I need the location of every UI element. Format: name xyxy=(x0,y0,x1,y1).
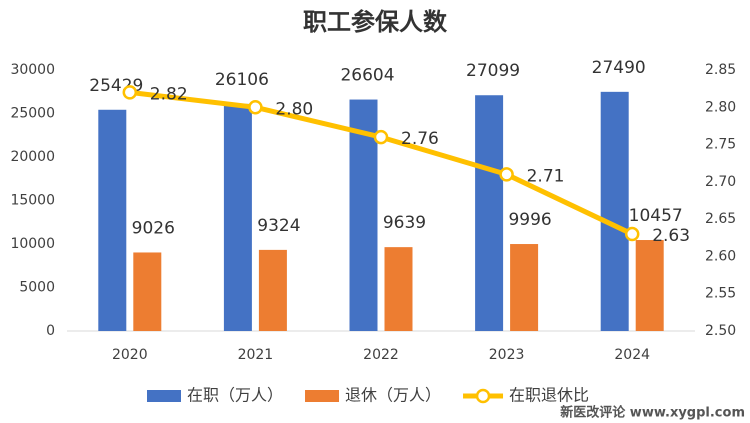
bar xyxy=(133,252,162,331)
bar-value-label: 9639 xyxy=(383,213,426,233)
y2-tick-label: 2.85 xyxy=(705,62,736,78)
bar xyxy=(98,109,127,331)
x-tick-label: 2020 xyxy=(112,347,148,363)
legend-swatch xyxy=(147,390,181,402)
bar-value-label: 26106 xyxy=(215,70,269,90)
bar xyxy=(223,103,252,331)
bar xyxy=(349,99,378,331)
y-tick-label: 25000 xyxy=(10,106,55,122)
chart-title: 职工参保人数 xyxy=(303,8,448,36)
bar-value-label: 9026 xyxy=(132,218,175,238)
bar xyxy=(384,247,413,331)
line-marker xyxy=(624,226,640,242)
line-value-label: 2.76 xyxy=(401,129,439,149)
y2-tick-label: 2.55 xyxy=(705,286,736,302)
line-value-label: 2.63 xyxy=(652,226,690,246)
line-value-label: 2.82 xyxy=(150,84,188,104)
bar xyxy=(600,91,629,331)
bar-value-label: 26604 xyxy=(340,66,394,86)
y-tick-label: 30000 xyxy=(10,62,55,78)
y2-tick-label: 2.60 xyxy=(705,248,736,264)
y2-tick-label: 2.65 xyxy=(705,211,736,227)
bar-value-label: 10457 xyxy=(629,206,683,226)
y-tick-label: 0 xyxy=(46,323,55,339)
x-tick-label: 2022 xyxy=(363,347,399,363)
bar xyxy=(475,95,504,331)
x-tick-label: 2021 xyxy=(238,347,274,363)
legend-label: 退休（万人） xyxy=(345,386,441,405)
x-tick-label: 2023 xyxy=(489,347,525,363)
line-value-label: 2.80 xyxy=(275,99,313,119)
line-marker xyxy=(122,85,138,100)
legend-label: 在职（万人） xyxy=(187,386,283,405)
legend-swatch xyxy=(305,390,340,402)
legend-label: 在职退休比 xyxy=(509,386,589,405)
watermark: 新医改评论 www.xygpl.com xyxy=(560,405,745,421)
y2-tick-label: 2.75 xyxy=(705,137,736,153)
bar xyxy=(510,244,539,331)
x-tick-label: 2024 xyxy=(614,347,650,363)
bar-value-label: 27099 xyxy=(466,61,520,81)
y-tick-label: 15000 xyxy=(10,193,55,209)
y2-tick-label: 2.50 xyxy=(705,323,736,339)
y-tick-label: 5000 xyxy=(19,280,55,296)
bar-value-label: 27490 xyxy=(592,58,646,78)
y-tick-label: 20000 xyxy=(10,149,55,165)
line xyxy=(129,89,634,237)
legend-swatch xyxy=(475,388,491,404)
y2-tick-label: 2.80 xyxy=(705,99,736,115)
bar-value-label: 9324 xyxy=(257,216,300,236)
line-marker xyxy=(248,100,263,115)
bar-value-label: 9996 xyxy=(508,210,551,230)
line-marker xyxy=(373,129,389,145)
line-value-label: 2.71 xyxy=(527,166,565,186)
y2-tick-label: 2.70 xyxy=(705,174,736,190)
line-marker xyxy=(499,167,514,182)
y-tick-label: 10000 xyxy=(10,236,55,252)
bar xyxy=(635,240,664,331)
bar xyxy=(258,249,287,331)
